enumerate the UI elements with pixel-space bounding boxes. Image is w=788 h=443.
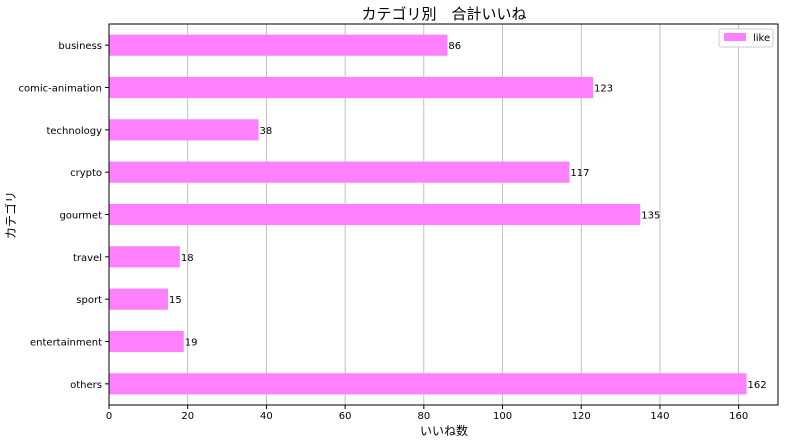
y-tick-label: travel [73,253,102,264]
x-tick-label: 60 [339,411,352,422]
y-tick-label: others [70,380,102,391]
data-label: 19 [185,338,198,349]
y-tick-label: entertainment [30,338,102,349]
data-label: 162 [748,380,767,391]
data-label: 123 [594,84,613,95]
x-tick-label: 160 [729,411,748,422]
y-ticks: business comic-animation technology crypto g… [18,41,109,391]
chart-title: カテゴリ別 合計いいね [361,5,526,23]
y-tick-label: crypto [70,168,102,179]
x-tick-label: 100 [493,411,512,422]
bar [109,288,169,310]
bar [109,34,448,56]
legend-swatch [724,33,746,41]
x-tick-label: 120 [572,411,591,422]
data-label: 135 [641,211,660,222]
data-label: 117 [570,168,589,179]
bar [109,76,594,99]
data-labels: 86 123 38 117 135 18 15 19 162 [169,41,767,391]
y-tick-label: comic-animation [18,84,102,95]
bar [109,373,747,395]
x-tick-label: 40 [260,411,273,422]
x-tick-label: 140 [650,411,669,422]
bar [109,330,184,353]
y-tick-label: gourmet [59,211,102,222]
data-label: 86 [448,41,461,52]
data-label: 38 [260,126,273,137]
x-axis-label: いいね数 [420,423,468,438]
y-tick-label: technology [46,126,102,137]
x-ticks: 0 20 40 60 80 100 120 140 160 [106,405,748,422]
x-tick-label: 80 [417,411,430,422]
x-tick-label: 0 [106,411,112,422]
y-axis-label: カテゴリ [3,191,18,239]
legend: like [718,28,774,48]
bar [109,119,259,141]
bar [109,203,641,226]
y-tick-label: sport [76,295,102,306]
bar [109,246,180,268]
y-tick-label: business [58,41,102,52]
bar [109,161,570,183]
x-tick-label: 20 [181,411,194,422]
legend-label: like [753,33,770,44]
bars [109,34,747,395]
data-label: 18 [181,253,194,264]
data-label: 15 [169,295,182,306]
